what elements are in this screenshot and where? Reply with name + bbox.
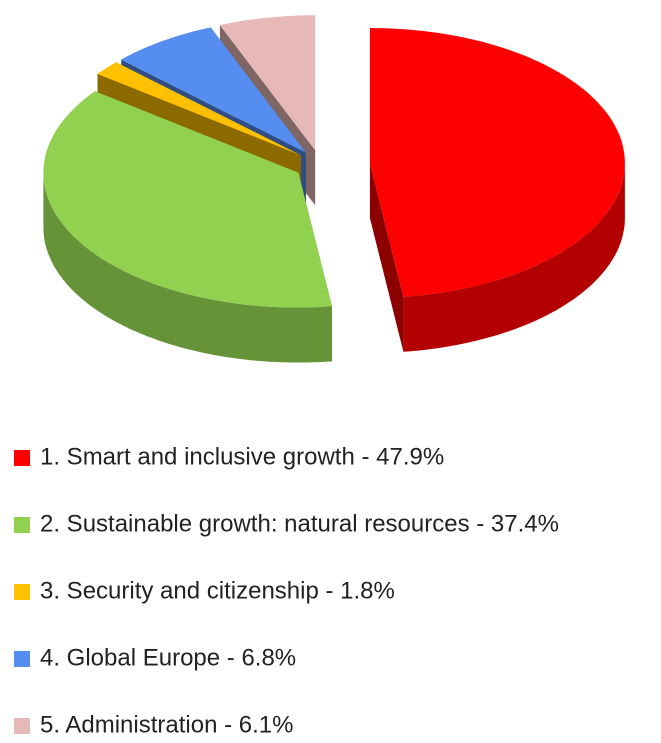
slice-wall [403,163,625,352]
slice [43,91,333,308]
legend-swatch [14,584,30,600]
legend-label: 2. Sustainable growth: natural resources… [40,510,559,537]
slice [121,27,306,153]
slice [97,62,301,156]
slice [219,15,316,151]
legend-label: 3. Security and citizenship - 1.8% [40,577,395,604]
legend-swatch [14,517,30,533]
pie-tops [43,15,625,308]
legend-label: 5. Administration - 6.1% [40,711,293,738]
slice [369,28,625,297]
legend-swatch [14,718,30,734]
legend-swatch [14,450,30,466]
legend-label: 1. Smart and inclusive growth - 47.9% [40,443,444,470]
legend-label: 4. Global Europe - 6.8% [40,644,296,671]
legend-swatch [14,651,30,667]
slice-side [369,163,404,352]
slice-wall [43,172,333,363]
